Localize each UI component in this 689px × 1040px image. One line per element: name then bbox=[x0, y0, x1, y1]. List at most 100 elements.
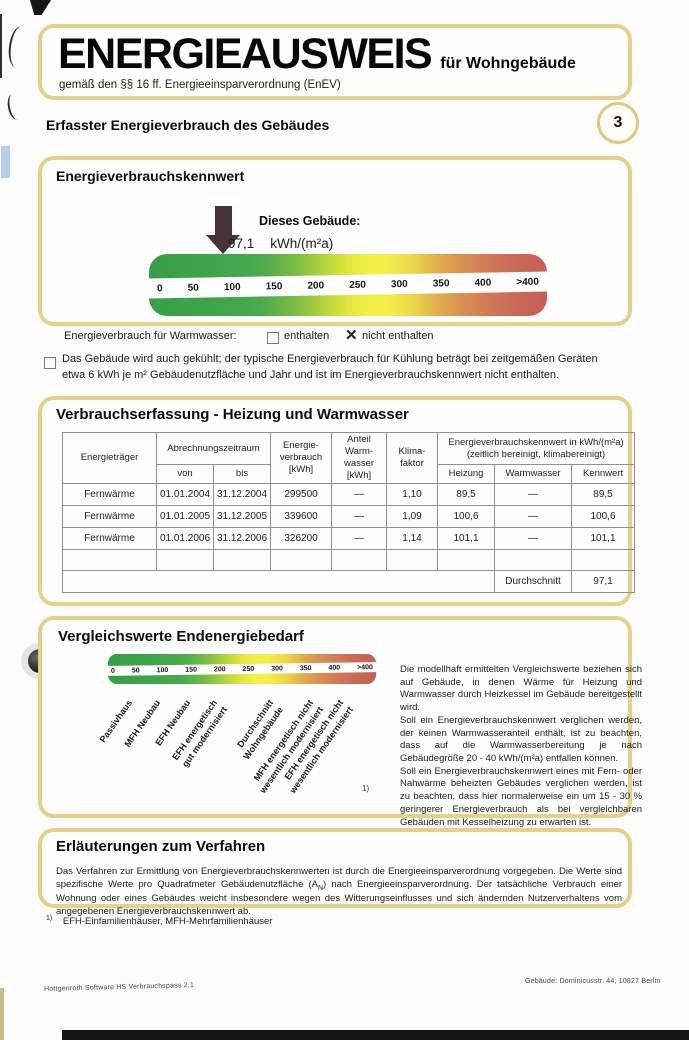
scale-tick: 200 bbox=[213, 665, 226, 673]
cell: 31.12.2005 bbox=[212, 504, 272, 528]
page-number: 3 bbox=[613, 114, 623, 131]
scale-tick: 200 bbox=[307, 279, 325, 292]
energy-scale-bar: 0 50 100 150 200 250 300 350 400 >400 bbox=[149, 254, 547, 316]
scan-artifact-edge-line bbox=[0, 14, 2, 78]
this-building-label: Dieses Gebäude: bbox=[259, 214, 361, 228]
cell: 01.01.2006 bbox=[156, 526, 214, 550]
checkbox-enthalten[interactable] bbox=[267, 332, 279, 344]
table-row: Fernwärme 01.01.2004 31.12.2004 299500 —… bbox=[62, 482, 636, 506]
cell: 101,1 bbox=[437, 526, 496, 550]
scan-artifact-bottom-bar bbox=[62, 1030, 689, 1040]
x-mark-icon[interactable]: ✕ bbox=[345, 327, 358, 344]
scale-tick: 250 bbox=[349, 279, 366, 291]
erlaeuterungen-text-2: ) nach Energieeinsparverordnung. Der tat… bbox=[56, 879, 623, 918]
cell: 299500 bbox=[270, 482, 333, 506]
this-building-arrow-icon bbox=[206, 235, 240, 254]
document-subtitle: gemäß den §§ 16 ff. Energieeinsparverord… bbox=[59, 79, 341, 91]
kennwert-unit: kWh/(m²a) bbox=[270, 236, 334, 251]
col-heizung: Heizung bbox=[437, 464, 496, 484]
table-row: Fernwärme 01.01.2006 31.12.2006 326200 —… bbox=[62, 526, 636, 550]
col-klimafaktor: Klima- faktor bbox=[386, 432, 439, 484]
table-row-average: Durchschnitt 97,1 bbox=[61, 569, 636, 593]
col-kennwert-group: Energieverbrauchskennwert in kWh/(m²a) (… bbox=[437, 431, 636, 466]
cell: — bbox=[331, 504, 388, 528]
vergleichswerte-box: Vergleichswerte Endenergiebedarf 0 50 10… bbox=[38, 616, 642, 828]
col-abrechnungszeitraum: Abrechnungszeitraum bbox=[155, 431, 272, 466]
compare-footnote-marker: 1) bbox=[362, 784, 370, 793]
cell: — bbox=[494, 526, 573, 550]
cell bbox=[270, 548, 333, 571]
cell: 01.01.2005 bbox=[156, 504, 214, 528]
cooling-note: Das Gebäude wird auch gekühlt; der typis… bbox=[62, 353, 598, 381]
cell: 89,5 bbox=[571, 482, 636, 506]
cell: 339600 bbox=[270, 504, 333, 528]
cell: 1,09 bbox=[386, 504, 439, 528]
scan-artifact-curve bbox=[6, 24, 32, 70]
table-row-empty bbox=[62, 548, 636, 571]
cell: — bbox=[331, 526, 388, 550]
cell: Fernwärme bbox=[62, 482, 157, 506]
scale-tick: 400 bbox=[328, 664, 341, 672]
scan-artifact-blue-strip bbox=[1, 146, 10, 178]
scan-artifact-curve2 bbox=[5, 92, 25, 122]
verbrauchserfassung-title: Verbrauchserfassung - Heizung und Warmwa… bbox=[56, 406, 409, 423]
scale-tick: 0 bbox=[110, 667, 115, 675]
col-energietraeger: Energieträger bbox=[62, 432, 157, 484]
checkbox-cooling[interactable] bbox=[44, 357, 56, 369]
scan-artifact-tan-strip bbox=[0, 988, 4, 1040]
scale-tick: 250 bbox=[242, 665, 255, 673]
warmwasser-label: Energieverbrauch für Warmwasser: bbox=[64, 330, 237, 342]
cell bbox=[494, 548, 573, 571]
scale-tick: 400 bbox=[474, 277, 492, 289]
section-title: Erfasster Energieverbrauch des Gebäudes bbox=[46, 117, 330, 133]
cell: 100,6 bbox=[571, 504, 636, 528]
this-building-arrow-stem bbox=[215, 206, 232, 235]
scale-tick: 50 bbox=[187, 282, 199, 294]
cell: 101,1 bbox=[571, 526, 636, 550]
cell: 31.12.2006 bbox=[212, 526, 272, 550]
erlaeuterungen-paragraph: Das Verfahren zur Ermittlung von Energie… bbox=[56, 865, 622, 919]
subscript-n: N bbox=[317, 885, 324, 893]
scale-tick: 150 bbox=[265, 280, 283, 292]
document-title-suffix: für Wohngebäude bbox=[440, 55, 576, 72]
table-row: Fernwärme 01.01.2005 31.12.2005 339600 —… bbox=[62, 504, 636, 528]
cell: Fernwärme bbox=[62, 526, 157, 550]
scale-tick: >400 bbox=[516, 276, 539, 288]
header-box: ENERGIEAUSWEIS für Wohngebäude gemäß den… bbox=[38, 24, 632, 100]
nicht-enthalten-label: nicht enthalten bbox=[362, 330, 434, 342]
enthalten-label: enthalten bbox=[284, 330, 330, 342]
cell: — bbox=[331, 482, 388, 506]
compare-scale-tick-strip: 0 50 100 150 200 250 300 350 400 >400 bbox=[108, 662, 376, 676]
verbrauchserfassung-box: Verbrauchserfassung - Heizung und Warmwa… bbox=[38, 396, 636, 606]
footnote-text: EFH-Einfamilienhäuser, MFH-Mehrfamilienh… bbox=[62, 916, 273, 927]
document-title: ENERGIEAUSWEIS bbox=[58, 30, 433, 78]
cell bbox=[212, 548, 272, 571]
scale-tick: 100 bbox=[223, 281, 241, 293]
cell bbox=[331, 548, 388, 571]
energy-scale-tick-strip: 0 50 100 150 200 250 300 350 400 >400 bbox=[149, 271, 547, 299]
footer-building-address: Gebäude: Dominicusstr. 44, 10827 Berlin bbox=[525, 978, 661, 985]
page-number-badge: 3 bbox=[597, 102, 639, 144]
scale-tick: 100 bbox=[156, 666, 169, 674]
col-bis: bis bbox=[212, 464, 272, 484]
cell: 31.12.2004 bbox=[212, 482, 272, 506]
erlaeuterungen-box: Erläuterungen zum Verfahren Das Verfahre… bbox=[38, 828, 632, 917]
kennwert-value: 97,1 bbox=[228, 236, 255, 251]
scale-tick: 350 bbox=[432, 277, 450, 290]
scale-tick: 300 bbox=[390, 278, 408, 290]
col-warmwasser: Warmwasser bbox=[494, 464, 573, 484]
erlaeuterungen-text-1: Das Verfahren zur Ermittlung von Energie… bbox=[56, 866, 622, 891]
cell: — bbox=[494, 504, 573, 528]
cell: 100,6 bbox=[437, 504, 496, 528]
cell bbox=[62, 548, 157, 571]
col-von: von bbox=[156, 464, 214, 484]
erlaeuterungen-title: Erläuterungen zum Verfahren bbox=[56, 838, 266, 855]
kennwert-title: Energieverbrauchskennwert bbox=[56, 168, 245, 184]
vergleichswerte-title: Vergleichswerte Endenergiebedarf bbox=[58, 628, 304, 645]
scale-tick: 300 bbox=[271, 664, 283, 673]
cell: 1,10 bbox=[386, 482, 439, 506]
cell: — bbox=[494, 482, 573, 506]
footer-software: Hottgenroth Software HS Verbrauchspass 2… bbox=[43, 982, 195, 993]
scale-tick: 0 bbox=[156, 282, 163, 294]
